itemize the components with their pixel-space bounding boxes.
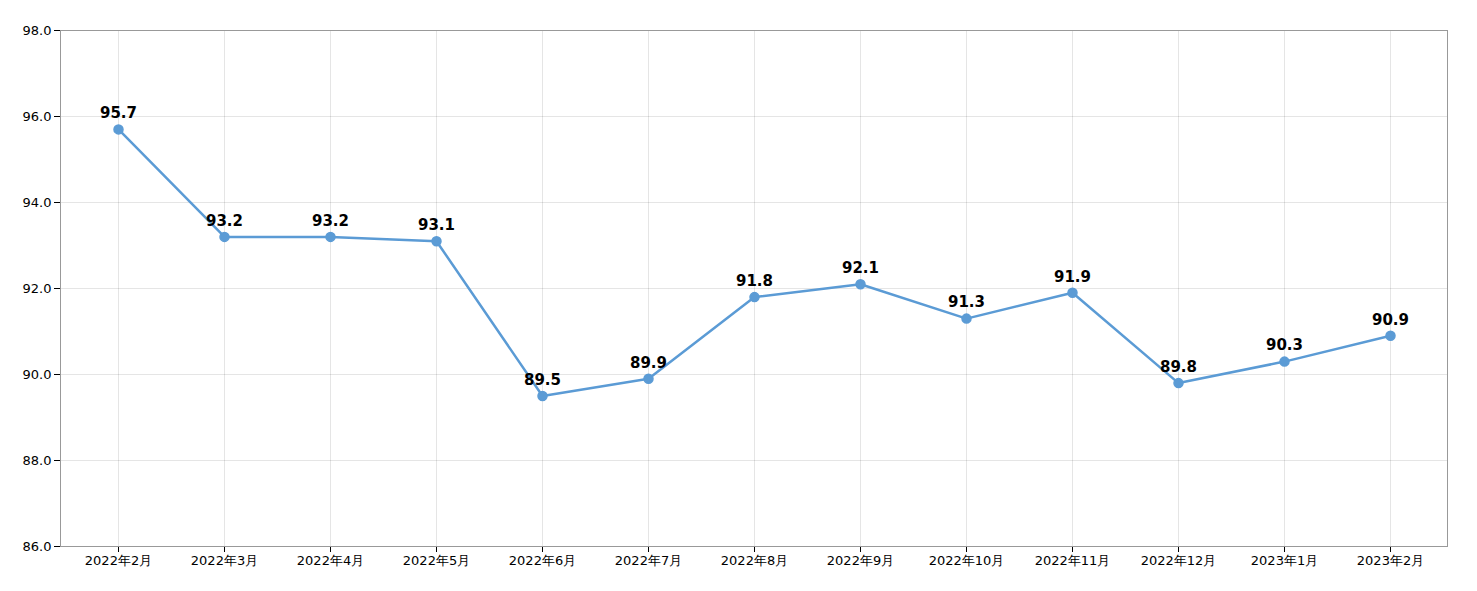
svg-text:88.0: 88.0 [23, 453, 52, 468]
svg-text:89.9: 89.9 [630, 354, 667, 372]
svg-text:2022年8月: 2022年8月 [721, 553, 788, 568]
svg-text:98.0: 98.0 [23, 23, 52, 38]
svg-text:2023年2月: 2023年2月 [1357, 553, 1424, 568]
svg-text:2022年11月: 2022年11月 [1035, 553, 1111, 568]
svg-text:2022年6月: 2022年6月 [509, 553, 576, 568]
svg-text:89.5: 89.5 [524, 371, 561, 389]
svg-text:2022年10月: 2022年10月 [929, 553, 1005, 568]
svg-text:90.9: 90.9 [1372, 311, 1409, 329]
svg-text:93.2: 93.2 [206, 212, 243, 230]
svg-text:91.3: 91.3 [948, 293, 985, 311]
svg-text:92.0: 92.0 [23, 281, 52, 296]
svg-text:2022年5月: 2022年5月 [403, 553, 470, 568]
svg-text:2022年7月: 2022年7月 [615, 553, 682, 568]
svg-text:2022年3月: 2022年3月 [191, 553, 258, 568]
svg-text:2022年12月: 2022年12月 [1141, 553, 1217, 568]
svg-text:91.8: 91.8 [736, 272, 773, 290]
svg-text:2022年9月: 2022年9月 [827, 553, 894, 568]
svg-text:91.9: 91.9 [1054, 268, 1091, 286]
svg-text:2023年1月: 2023年1月 [1251, 553, 1318, 568]
svg-text:94.0: 94.0 [23, 195, 52, 210]
svg-text:90.3: 90.3 [1266, 336, 1303, 354]
svg-text:93.1: 93.1 [418, 216, 455, 234]
svg-text:2022年4月: 2022年4月 [297, 553, 364, 568]
svg-text:93.2: 93.2 [312, 212, 349, 230]
svg-text:95.7: 95.7 [100, 104, 137, 122]
svg-text:96.0: 96.0 [23, 109, 52, 124]
svg-text:2022年2月: 2022年2月 [85, 553, 152, 568]
svg-text:86.0: 86.0 [23, 539, 52, 554]
svg-text:89.8: 89.8 [1160, 358, 1197, 376]
svg-text:90.0: 90.0 [23, 367, 52, 382]
svg-text:92.1: 92.1 [842, 259, 879, 277]
